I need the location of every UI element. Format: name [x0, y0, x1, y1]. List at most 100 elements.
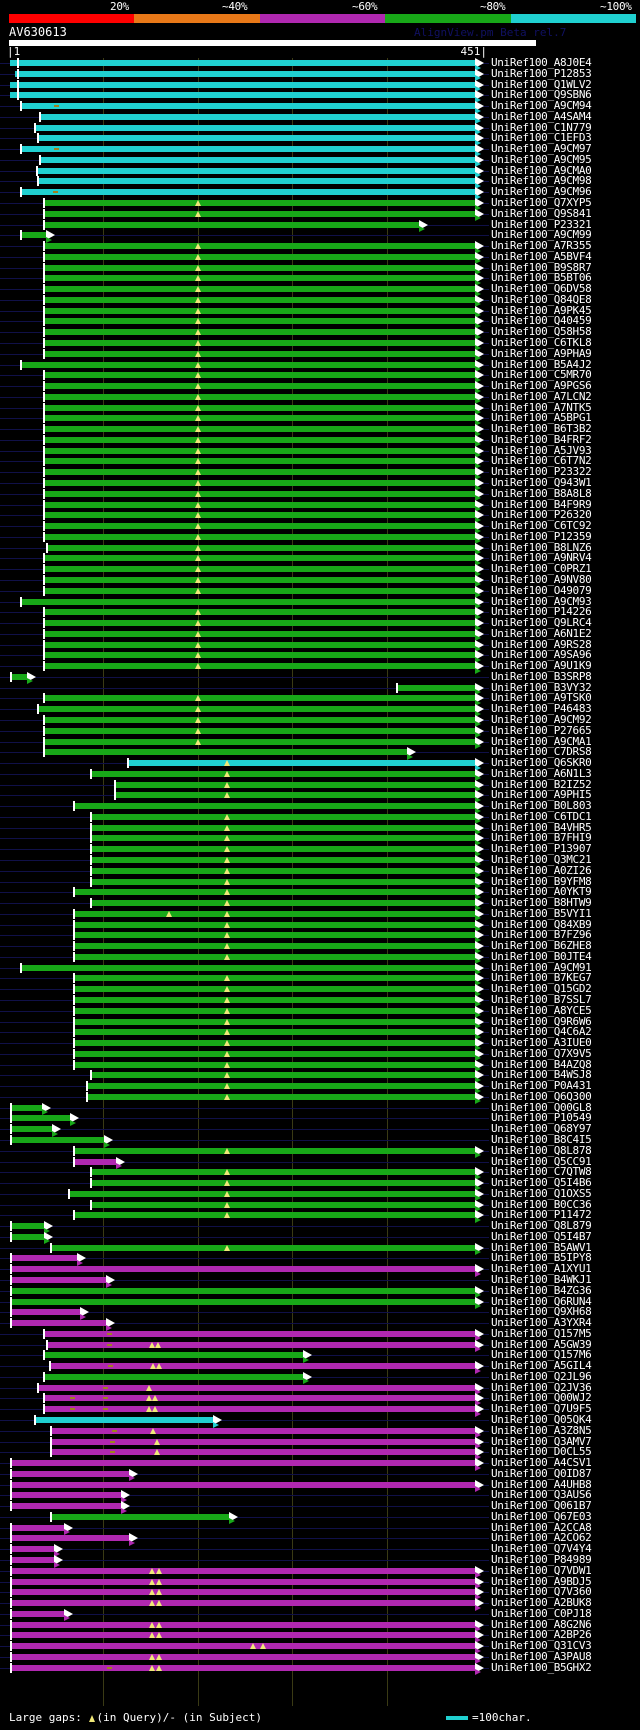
hit-accession-label[interactable]: UniRef100_A8G2N6 [491, 1617, 592, 1631]
hsp-bar[interactable] [43, 296, 475, 303]
hsp-bar[interactable] [43, 641, 475, 648]
hit-accession-label[interactable]: UniRef100_A7R355 [491, 239, 592, 253]
hsp-bar[interactable] [9, 1460, 475, 1467]
hit-accession-label[interactable]: UniRef100_Q3MC21 [491, 852, 592, 866]
hsp-bar[interactable] [72, 803, 475, 810]
alignment-row[interactable]: UniRef100_Q8L879 [0, 1220, 640, 1234]
hit-accession-label[interactable]: UniRef100_Q7U9F5 [491, 1402, 592, 1416]
alignment-row[interactable]: UniRef100_A8YCE5 [0, 1004, 640, 1019]
alignment-row[interactable]: UniRef100_A9TSK0 [0, 692, 640, 706]
alignment-row[interactable]: UniRef100_P27665 [0, 724, 640, 739]
alignment-row[interactable]: UniRef100_C6TC92 [0, 520, 640, 534]
hit-accession-label[interactable]: UniRef100_A3Z8N5 [491, 1423, 592, 1437]
hit-accession-label[interactable]: UniRef100_A9PHA9 [491, 346, 592, 360]
alignment-row[interactable]: UniRef100_Q5CC91 [0, 1155, 640, 1170]
hit-accession-label[interactable]: UniRef100_B4WSJ8 [491, 1068, 592, 1082]
hit-accession-label[interactable]: UniRef100_A3IUE0 [491, 1036, 592, 1050]
hsp-bar[interactable] [43, 630, 475, 637]
alignment-row[interactable]: UniRef100_C7DRS8 [0, 746, 640, 760]
hit-accession-label[interactable]: UniRef100_B8HTW9 [491, 896, 592, 910]
hsp-bar[interactable] [9, 1546, 55, 1553]
hsp-bar[interactable] [89, 846, 475, 853]
alignment-row[interactable]: UniRef100_A5GIL4 [0, 1360, 640, 1374]
hsp-bar[interactable] [43, 1373, 303, 1380]
alignment-row[interactable]: UniRef100_B4FRF2 [0, 433, 640, 448]
alignment-row[interactable]: UniRef100_Q40459 [0, 315, 640, 329]
hit-accession-label[interactable]: UniRef100_B8C4I5 [491, 1133, 592, 1146]
hit-accession-label[interactable]: UniRef100_Q2JL96 [491, 1369, 592, 1383]
alignment-row[interactable]: UniRef100_B2IZ52 [0, 778, 640, 793]
hsp-bar[interactable] [20, 146, 475, 153]
alignment-row[interactable]: UniRef100_A6N1L3 [0, 767, 640, 782]
hsp-bar[interactable] [114, 781, 475, 788]
hit-accession-label[interactable]: UniRef100_B7SSL7 [491, 992, 592, 1006]
hit-accession-label[interactable]: UniRef100_Q943W1 [491, 476, 592, 490]
hsp-bar[interactable] [43, 533, 475, 540]
alignment-row[interactable]: UniRef100_Q061B7 [0, 1500, 640, 1514]
hit-accession-label[interactable]: UniRef100_P11472 [491, 1208, 592, 1222]
hit-accession-label[interactable]: UniRef100_A5JV93 [491, 443, 592, 457]
alignment-row[interactable]: UniRef100_B0JTE4 [0, 950, 640, 965]
alignment-row[interactable]: UniRef100_Q84XB9 [0, 918, 640, 933]
hit-accession-label[interactable]: UniRef100_Q67E03 [491, 1509, 592, 1523]
alignment-row[interactable]: UniRef100_A9CM98 [0, 175, 640, 189]
alignment-row[interactable]: UniRef100_P26320 [0, 509, 640, 523]
hsp-bar[interactable] [43, 318, 475, 325]
hit-accession-label[interactable]: UniRef100_Q05QK4 [491, 1413, 592, 1427]
hsp-bar[interactable] [9, 1621, 475, 1628]
alignment-row[interactable]: UniRef100_P84989 [0, 1554, 640, 1568]
alignment-row[interactable]: UniRef100_B7FHI9 [0, 832, 640, 846]
hit-accession-label[interactable]: UniRef100_P10549 [491, 1111, 592, 1125]
hit-accession-label[interactable]: UniRef100_Q58H58 [491, 325, 592, 339]
hsp-bar[interactable] [72, 1018, 475, 1025]
hit-accession-label[interactable]: UniRef100_A3YXR4 [491, 1316, 592, 1330]
hsp-bar[interactable] [19, 598, 475, 605]
hit-accession-label[interactable]: UniRef100_Q6Q300 [491, 1089, 592, 1103]
hsp-bar[interactable] [72, 996, 475, 1003]
alignment-row[interactable]: UniRef100_B5GHX2 [0, 1661, 640, 1676]
alignment-row[interactable]: UniRef100_B0CC36 [0, 1198, 640, 1213]
alignment-row[interactable]: UniRef100_B8A8L8 [0, 487, 640, 502]
hsp-bar[interactable] [19, 189, 475, 196]
alignment-row[interactable]: UniRef100_Q05QK4 [0, 1413, 640, 1428]
alignment-row[interactable]: UniRef100_A8J0E4 [0, 57, 640, 71]
hsp-bar[interactable] [38, 156, 475, 163]
hit-accession-label[interactable]: UniRef100_B8LNZ6 [491, 540, 592, 554]
hsp-bar[interactable] [36, 178, 475, 185]
alignment-row[interactable]: UniRef100_Q4C6A2 [0, 1026, 640, 1040]
hsp-bar[interactable] [43, 264, 475, 271]
alignment-row[interactable]: UniRef100_A9NV80 [0, 573, 640, 588]
alignment-row[interactable]: UniRef100_Q7V360 [0, 1586, 640, 1600]
hsp-bar[interactable] [89, 867, 475, 874]
hsp-bar[interactable] [9, 1277, 107, 1283]
alignment-row[interactable]: UniRef100_B5AWV1 [0, 1241, 640, 1256]
alignment-row[interactable]: UniRef100_Q9S841 [0, 207, 640, 222]
alignment-row[interactable]: UniRef100_A4CSV1 [0, 1456, 640, 1471]
hit-accession-label[interactable]: UniRef100_Q157M5 [491, 1326, 592, 1340]
hit-accession-label[interactable]: UniRef100_Q68Y97 [491, 1122, 592, 1136]
alignment-row[interactable]: UniRef100_Q1OXS5 [0, 1187, 640, 1202]
alignment-row[interactable]: UniRef100_A7NTK5 [0, 401, 640, 416]
hit-accession-label[interactable]: UniRef100_C6TKL8 [491, 336, 592, 350]
hit-accession-label[interactable]: UniRef100_A3PAU8 [491, 1649, 592, 1663]
hsp-bar[interactable] [43, 566, 475, 573]
alignment-row[interactable]: UniRef100_Q9LRC4 [0, 617, 640, 631]
hsp-bar[interactable] [9, 1298, 475, 1305]
alignment-row[interactable]: UniRef100_B5IPY8 [0, 1252, 640, 1266]
hit-accession-label[interactable]: UniRef100_A9U1K9 [491, 659, 592, 673]
hsp-bar[interactable] [89, 835, 475, 842]
hit-accession-label[interactable]: UniRef100_P0A431 [491, 1079, 592, 1093]
hsp-bar[interactable] [43, 404, 475, 411]
hit-accession-label[interactable]: UniRef100_O49079 [491, 583, 592, 597]
alignment-row[interactable]: UniRef100_A8G2N6 [0, 1617, 640, 1633]
hsp-bar[interactable] [9, 1492, 121, 1499]
hit-accession-label[interactable]: UniRef100_Q7V4Y4 [491, 1542, 592, 1556]
alignment-row[interactable]: UniRef100_Q7X9V5 [0, 1047, 640, 1062]
hsp-bar[interactable] [43, 480, 475, 487]
hsp-bar[interactable] [114, 792, 475, 799]
hit-accession-label[interactable]: UniRef100_B9S8R7 [491, 260, 592, 274]
hsp-bar[interactable] [43, 329, 475, 336]
alignment-row[interactable]: UniRef100_A2BUK8 [0, 1597, 640, 1611]
hit-accession-label[interactable]: UniRef100_A4CSV1 [491, 1456, 592, 1470]
hsp-bar[interactable] [9, 1567, 475, 1574]
